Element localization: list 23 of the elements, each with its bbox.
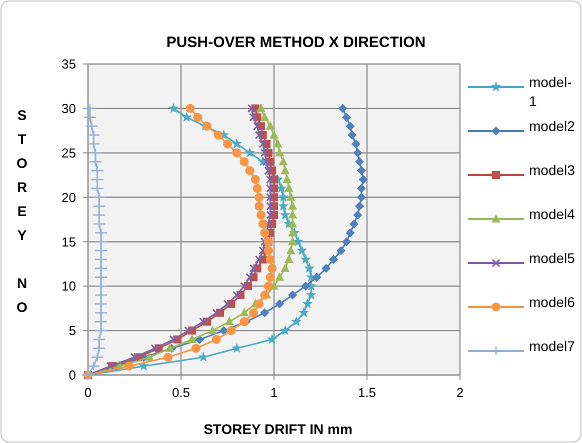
legend-label: model5 [529,250,576,266]
x-tick-label: 2 [456,385,464,400]
chart-title: PUSH-OVER METHOD X DIRECTION [166,34,426,51]
text: STOREY NO [16,107,28,315]
y-tick-label: 10 [62,278,76,294]
legend-label: model6 [529,294,576,310]
y-tick-label: 20 [62,190,76,205]
x-tick-label: 0 [84,385,92,400]
x-tick-label: 1.5 [358,385,376,400]
legend-label: model4 [529,206,576,222]
y-tick-label: 0 [68,368,76,383]
x-tick-label: 0.5 [172,385,190,400]
y-tick-label: 25 [62,145,76,160]
y-tick-label: 35 [62,56,76,72]
legend-label: model7 [529,338,576,354]
legend-label: model2 [529,118,576,134]
y-tick-label: 15 [62,234,76,250]
legend-label: model-1 [529,74,572,109]
y-tick-label: 5 [68,323,76,338]
y-tick-label: 30 [62,100,76,116]
x-tick-label: 1 [270,385,278,400]
x-axis-title: STOREY DRIFT IN mm [204,421,352,437]
legend-label: model3 [529,162,576,178]
